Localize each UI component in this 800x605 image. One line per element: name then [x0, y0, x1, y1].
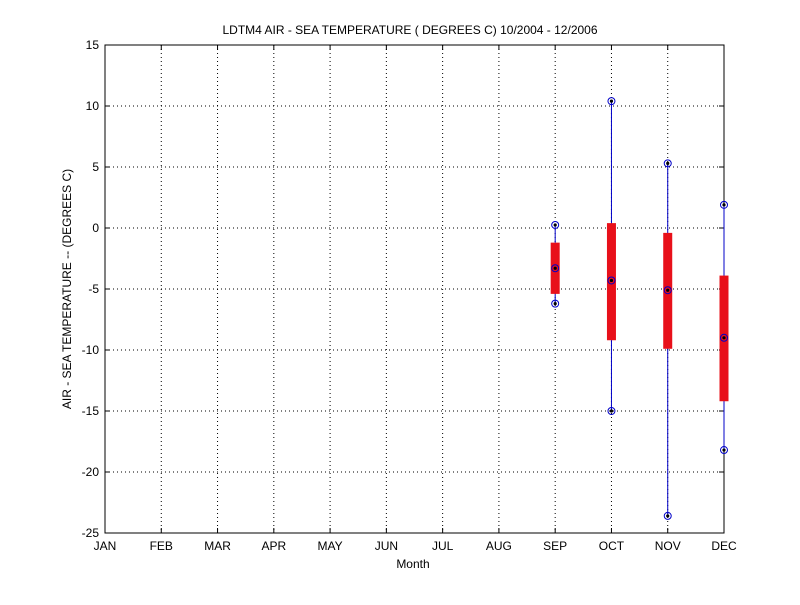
max-marker [663, 159, 672, 168]
median-marker [607, 276, 616, 285]
y-tick-label: -15 [82, 404, 100, 418]
y-tick-label: -20 [82, 465, 100, 479]
box-nov [663, 159, 673, 520]
median-marker [720, 333, 728, 342]
x-tick-label: AUG [486, 539, 512, 553]
x-tick-label: NOV [655, 539, 681, 553]
y-axis-label: AIR - SEA TEMPERATURE -- (DEGREES C) [60, 169, 74, 409]
median-dot [722, 336, 726, 340]
x-tick-label: JAN [94, 539, 117, 553]
x-tick-label: MAY [318, 539, 343, 553]
max-dot [722, 203, 726, 207]
max-dot [666, 161, 670, 165]
max-dot [553, 223, 557, 227]
y-tick-label: -5 [88, 282, 99, 296]
axes: -25 -20 -15 -10 -5 0 5 10 15 JAN FEB MAR APR MAY JUN JU… [82, 38, 737, 553]
x-tick-label: MAR [204, 539, 231, 553]
y-tick-label: 15 [86, 38, 100, 52]
max-marker [607, 97, 616, 106]
max-marker [720, 200, 728, 209]
y-tick-label: -10 [82, 343, 100, 357]
min-marker [551, 299, 560, 308]
median-marker [663, 286, 672, 295]
x-tick-label: JUL [432, 539, 454, 553]
min-marker [607, 407, 616, 415]
y-tick-label: 5 [92, 160, 99, 174]
y-tick-label: 0 [92, 221, 99, 235]
min-marker [720, 446, 728, 455]
median-dot [666, 288, 670, 292]
min-dot [722, 448, 726, 452]
box-dec [719, 200, 729, 455]
max-marker [551, 220, 560, 229]
boxes [550, 97, 729, 520]
grid [105, 45, 724, 533]
box-sep [550, 220, 560, 308]
x-tick-label: JUN [375, 539, 398, 553]
min-dot [609, 409, 614, 413]
box-oct [606, 97, 616, 415]
min-dot [666, 514, 670, 518]
min-marker [663, 511, 672, 520]
x-tick-label: DEC [711, 539, 737, 553]
x-tick-label: SEP [543, 539, 567, 553]
median-marker [551, 264, 560, 273]
median-dot [553, 266, 557, 270]
chart-title: LDTM4 AIR - SEA TEMPERATURE ( DEGREES C)… [222, 23, 597, 37]
median-dot [609, 278, 614, 283]
max-dot [609, 99, 614, 103]
x-tick-label: OCT [599, 539, 625, 553]
min-dot [553, 302, 557, 306]
x-axis-label: Month [396, 557, 429, 571]
x-tick-label: APR [261, 539, 286, 553]
x-tick-label: FEB [150, 539, 173, 553]
y-tick-label: 10 [86, 99, 100, 113]
y-tick-label: -25 [82, 526, 100, 540]
